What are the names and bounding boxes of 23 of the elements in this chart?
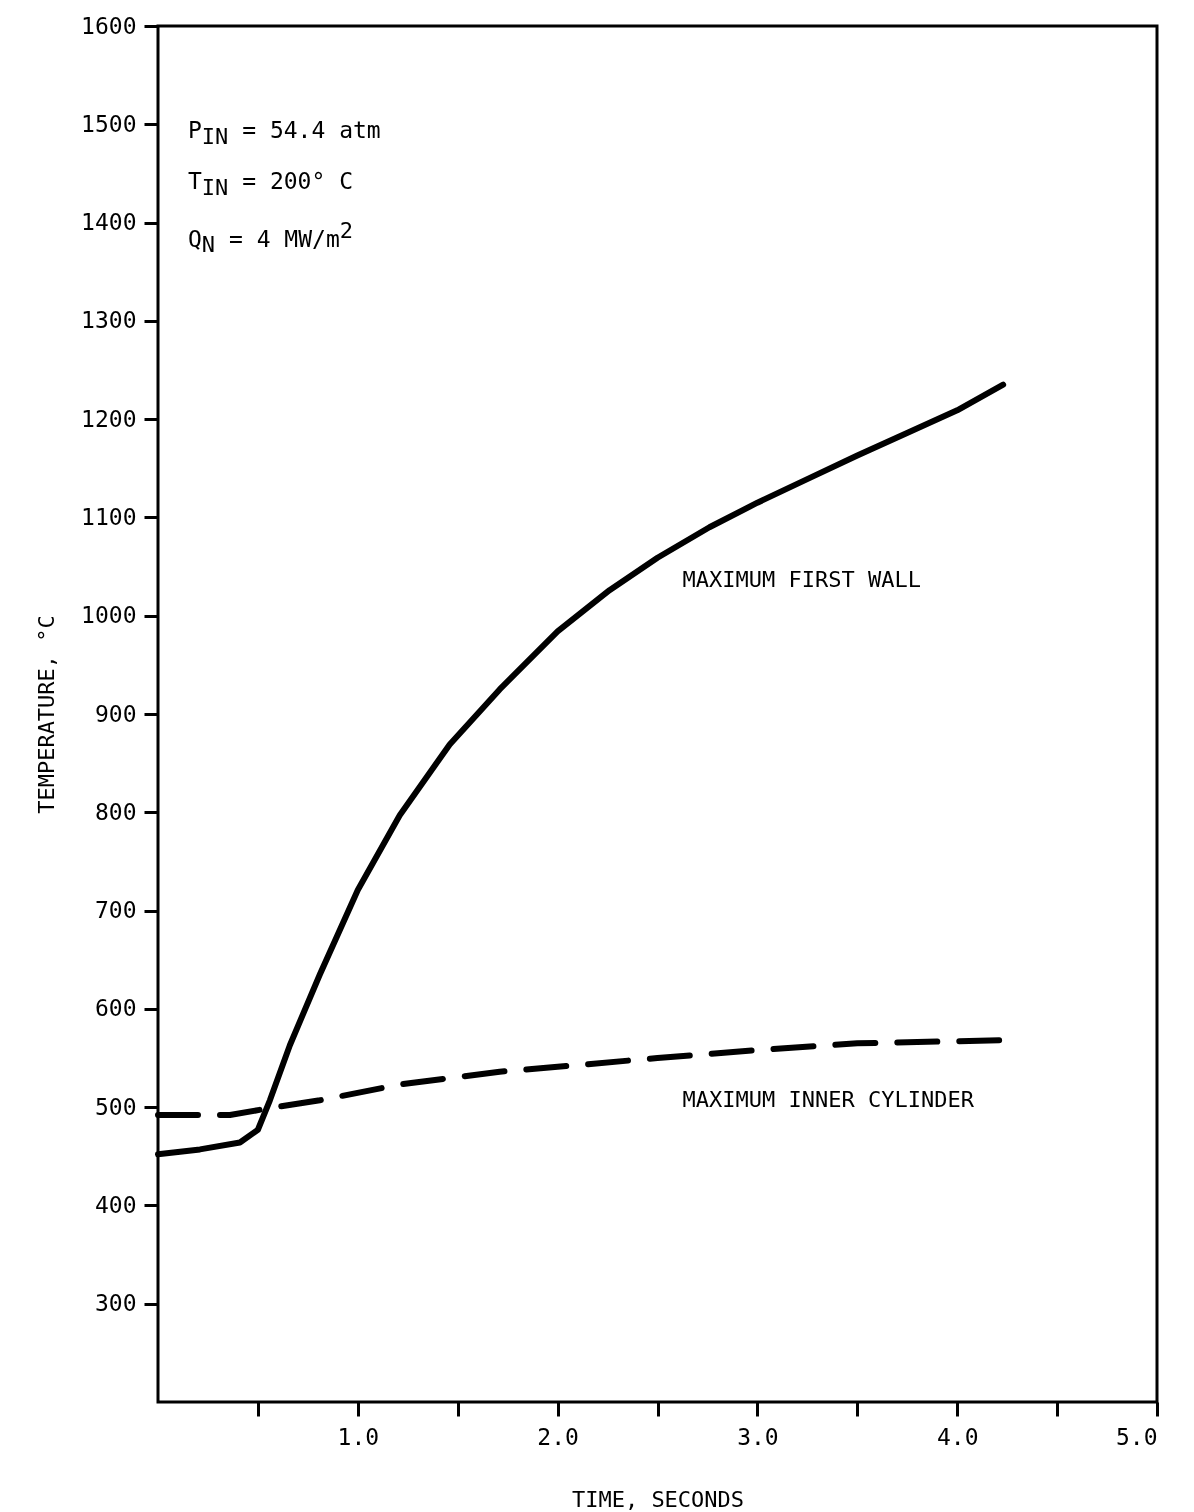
x-tick-label: 2.0	[537, 1423, 579, 1450]
y-tick-label: 1200	[81, 405, 137, 432]
x-axis-title: TIME, SECONDS	[571, 1486, 745, 1512]
y-tick-label: 800	[94, 798, 137, 825]
y-tick-label: 1600	[81, 12, 137, 39]
x-tick-label: 5.0	[1115, 1423, 1158, 1450]
y-tick-label: 700	[94, 897, 137, 924]
y-tick-label: 1500	[81, 110, 137, 137]
y-tick-label: 1100	[81, 503, 137, 530]
y-tick-label: 600	[94, 995, 137, 1022]
y-axis-title: TEMPERATURE, °C	[34, 615, 60, 814]
x-tick-label: 4.0	[936, 1423, 979, 1450]
y-tick-label: 1300	[81, 307, 137, 334]
y-tick-label: 900	[94, 700, 137, 727]
y-tick-label: 500	[94, 1093, 137, 1120]
y-tick-label: 400	[94, 1191, 137, 1218]
y-tick-label: 1000	[81, 602, 137, 629]
x-tick-label: 3.0	[737, 1423, 779, 1450]
series-label: MAXIMUM INNER CYLINDER	[682, 1087, 975, 1112]
y-tick-label: 300	[94, 1290, 137, 1317]
series-label: MAXIMUM FIRST WALL	[682, 566, 921, 592]
x-tick-label: 1.0	[337, 1423, 380, 1450]
y-tick-label: 1400	[81, 209, 137, 236]
